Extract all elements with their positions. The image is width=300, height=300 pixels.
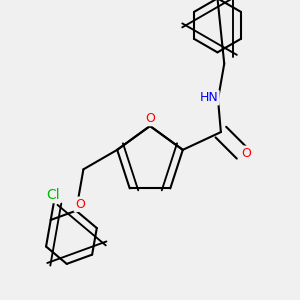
Text: HN: HN — [200, 91, 218, 104]
Text: O: O — [145, 112, 155, 125]
Text: O: O — [242, 147, 251, 160]
Text: O: O — [75, 198, 85, 211]
Text: Cl: Cl — [46, 188, 60, 202]
